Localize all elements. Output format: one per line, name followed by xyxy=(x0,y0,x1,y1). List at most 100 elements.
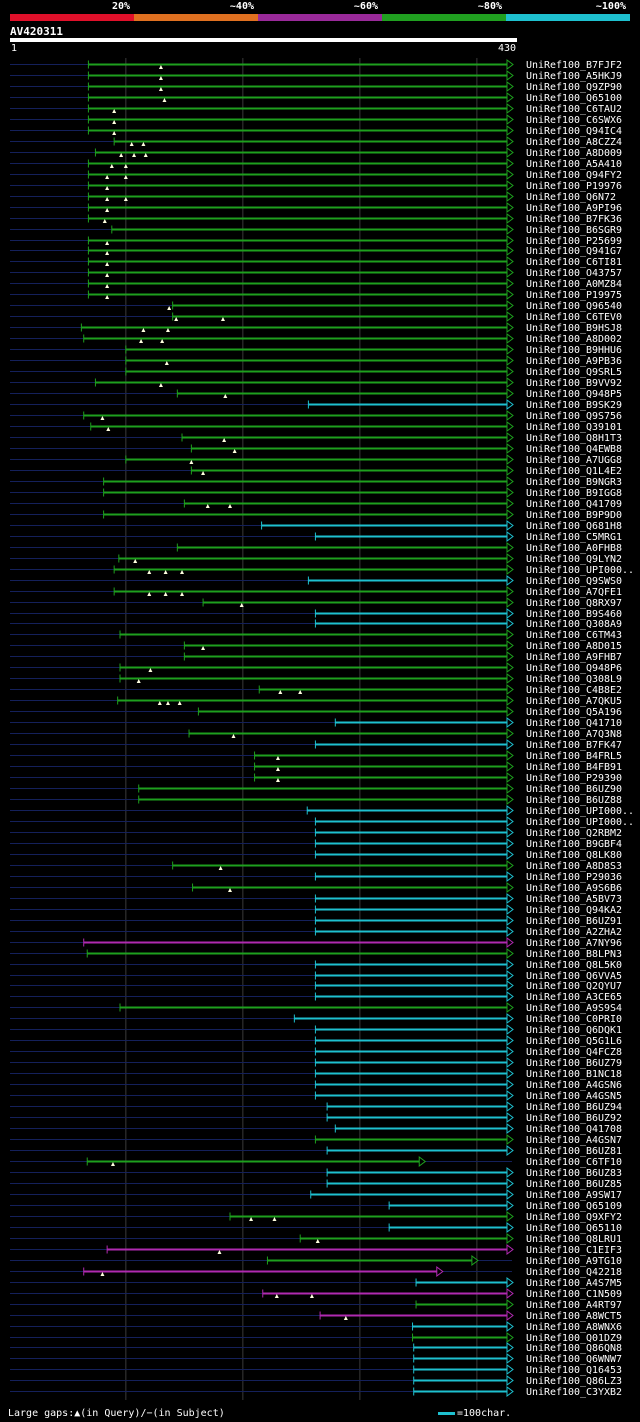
hit-label[interactable]: UniRef100_B6UZ79 xyxy=(526,1058,622,1069)
hit-row[interactable]: UniRef100_B4FRL5 xyxy=(10,750,622,762)
hit-row[interactable]: UniRef100_P19975 xyxy=(10,289,622,301)
hit-label[interactable]: UniRef100_A9SW17 xyxy=(526,1190,622,1201)
hit-label[interactable]: UniRef100_C5MRG1 xyxy=(526,532,622,543)
hit-label[interactable]: UniRef100_Q9S756 xyxy=(526,411,622,422)
hit-row[interactable]: UniRef100_Q96540 xyxy=(10,300,622,312)
hit-label[interactable]: UniRef100_Q9XFY2 xyxy=(526,1212,622,1223)
hit-label[interactable]: UniRef100_A4S7M5 xyxy=(526,1278,622,1289)
hit-label[interactable]: UniRef100_Q86LZ3 xyxy=(526,1376,622,1387)
hit-row[interactable]: UniRef100_A4RT97 xyxy=(10,1299,622,1311)
hit-row[interactable]: UniRef100_A9PI96 xyxy=(10,202,622,214)
hit-label[interactable]: UniRef100_Q86QN8 xyxy=(526,1343,622,1354)
hit-label[interactable]: UniRef100_Q41710 xyxy=(526,718,622,729)
hit-label[interactable]: UniRef100_B6SGR9 xyxy=(526,225,622,236)
hit-label[interactable]: UniRef100_C6SWX6 xyxy=(526,115,622,126)
hit-row[interactable]: UniRef100_A7NY96 xyxy=(10,937,622,949)
hit-row[interactable]: UniRef100_B4FB91 xyxy=(10,761,622,773)
hit-row[interactable]: UniRef100_UPI000.. xyxy=(10,816,634,828)
hit-row[interactable]: UniRef100_A2ZHA2 xyxy=(10,926,622,938)
hit-row[interactable]: UniRef100_Q2RBM2 xyxy=(10,827,622,839)
hit-row[interactable]: UniRef100_A7QFE1 xyxy=(10,586,622,598)
hit-label[interactable]: UniRef100_Q4FCZ8 xyxy=(526,1047,622,1058)
hit-label[interactable]: UniRef100_Q9ZP90 xyxy=(526,82,622,93)
hit-row[interactable]: UniRef100_UPI000.. xyxy=(10,564,634,576)
hit-row[interactable]: UniRef100_A0MZ84 xyxy=(10,278,622,290)
hit-row[interactable]: UniRef100_Q6VVA5 xyxy=(10,970,622,982)
hit-label[interactable]: UniRef100_Q01DZ9 xyxy=(526,1333,622,1344)
hit-label[interactable]: UniRef100_C6TM43 xyxy=(526,630,622,641)
hit-row[interactable]: UniRef100_B6UZ81 xyxy=(10,1145,622,1157)
hit-label[interactable]: UniRef100_A9S9S4 xyxy=(526,1003,622,1014)
hit-label[interactable]: UniRef100_P29390 xyxy=(526,773,622,784)
hit-row[interactable]: UniRef100_B6UZ94 xyxy=(10,1101,622,1113)
hit-row[interactable]: UniRef100_P25699 xyxy=(10,235,622,247)
hit-label[interactable]: UniRef100_P29036 xyxy=(526,872,622,883)
hit-row[interactable]: UniRef100_Q6WNW7 xyxy=(10,1353,622,1365)
hit-row[interactable]: UniRef100_B6UZ90 xyxy=(10,783,622,795)
hit-label[interactable]: UniRef100_B4FB91 xyxy=(526,762,622,773)
hit-row[interactable]: UniRef100_Q9LYN2 xyxy=(10,553,622,565)
hit-label[interactable]: UniRef100_A8WNX6 xyxy=(526,1322,622,1333)
hit-row[interactable]: UniRef100_P29036 xyxy=(10,871,622,883)
hit-row[interactable]: UniRef100_B6SGR9 xyxy=(10,224,622,236)
hit-label[interactable]: UniRef100_B4FRL5 xyxy=(526,751,622,762)
hit-row[interactable]: UniRef100_C1EIF3 xyxy=(10,1244,622,1256)
hit-label[interactable]: UniRef100_Q6N72 xyxy=(526,192,616,203)
hit-label[interactable]: UniRef100_C1EIF3 xyxy=(526,1245,622,1256)
hit-row[interactable]: UniRef100_C1N509 xyxy=(10,1288,622,1300)
hit-row[interactable]: UniRef100_A9PB36 xyxy=(10,355,622,367)
hit-row[interactable]: UniRef100_Q948P5 xyxy=(10,388,622,400)
hit-row[interactable]: UniRef100_Q01DZ9 xyxy=(10,1332,622,1344)
hit-label[interactable]: UniRef100_B9NGR3 xyxy=(526,477,622,488)
hit-label[interactable]: UniRef100_Q681H8 xyxy=(526,521,622,532)
hit-label[interactable]: UniRef100_Q94IC4 xyxy=(526,126,622,137)
hit-row[interactable]: UniRef100_Q94IC4 xyxy=(10,125,622,137)
hit-label[interactable]: UniRef100_C4B8E2 xyxy=(526,685,622,696)
hit-row[interactable]: UniRef100_A5BV73 xyxy=(10,893,622,905)
hit-label[interactable]: UniRef100_Q5A196 xyxy=(526,707,622,718)
hit-row[interactable]: UniRef100_A4GSN5 xyxy=(10,1090,622,1102)
hit-row[interactable]: UniRef100_Q65100 xyxy=(10,92,622,104)
hit-label[interactable]: UniRef100_A7NY96 xyxy=(526,938,622,949)
hit-label[interactable]: UniRef100_Q8LRU1 xyxy=(526,1234,622,1245)
hit-label[interactable]: UniRef100_B6UZ85 xyxy=(526,1179,622,1190)
hit-label[interactable]: UniRef100_Q2RBM2 xyxy=(526,828,622,839)
hit-label[interactable]: UniRef100_B7FK36 xyxy=(526,214,622,225)
hit-row[interactable]: UniRef100_Q5G1L6 xyxy=(10,1035,622,1047)
hit-row[interactable]: UniRef100_C6TF10 xyxy=(10,1156,622,1168)
hit-row[interactable]: UniRef100_Q8LRU1 xyxy=(10,1233,622,1245)
hit-row[interactable]: UniRef100_A9S9S4 xyxy=(10,1002,622,1014)
hit-row[interactable]: UniRef100_Q1L4E2 xyxy=(10,465,622,477)
hit-label[interactable]: UniRef100_P19976 xyxy=(526,181,622,192)
hit-row[interactable]: UniRef100_Q41710 xyxy=(10,717,622,729)
hit-label[interactable]: UniRef100_P19975 xyxy=(526,290,622,301)
hit-row[interactable]: UniRef100_B6UZ88 xyxy=(10,794,622,806)
hit-label[interactable]: UniRef100_Q94KA2 xyxy=(526,905,622,916)
hit-row[interactable]: UniRef100_A7Q3N8 xyxy=(10,728,622,740)
hit-label[interactable]: UniRef100_UPI000.. xyxy=(526,817,634,828)
hit-row[interactable]: UniRef100_B9NGR3 xyxy=(10,476,622,488)
hit-row[interactable]: UniRef100_Q681H8 xyxy=(10,520,622,532)
hit-label[interactable]: UniRef100_Q39101 xyxy=(526,422,622,433)
hit-label[interactable]: UniRef100_B6UZ90 xyxy=(526,784,622,795)
hit-label[interactable]: UniRef100_B6UZ92 xyxy=(526,1113,622,1124)
hit-label[interactable]: UniRef100_A2ZHA2 xyxy=(526,927,622,938)
hit-row[interactable]: UniRef100_C5MRG1 xyxy=(10,531,622,543)
hit-row[interactable]: UniRef100_A7UGG8 xyxy=(10,454,622,466)
hit-row[interactable]: UniRef100_B9HSJ8 xyxy=(10,322,622,334)
hit-label[interactable]: UniRef100_O43757 xyxy=(526,268,622,279)
hit-label[interactable]: UniRef100_Q948P6 xyxy=(526,663,622,674)
hit-row[interactable]: UniRef100_C3YXB2 xyxy=(10,1386,622,1398)
hit-label[interactable]: UniRef100_C6TI81 xyxy=(526,257,622,268)
hit-label[interactable]: UniRef100_A8CZZ4 xyxy=(526,137,622,148)
hit-label[interactable]: UniRef100_A3CE65 xyxy=(526,992,622,1003)
hit-row[interactable]: UniRef100_Q16453 xyxy=(10,1364,622,1376)
hit-row[interactable]: UniRef100_A5A410 xyxy=(10,158,622,170)
hit-row[interactable]: UniRef100_A8WCT5 xyxy=(10,1310,622,1322)
hit-label[interactable]: UniRef100_A4GSN5 xyxy=(526,1091,622,1102)
hit-label[interactable]: UniRef100_A9TG10 xyxy=(526,1256,622,1267)
hit-row[interactable]: UniRef100_A0FHB8 xyxy=(10,542,622,554)
hit-row[interactable]: UniRef100_B9HHU6 xyxy=(10,344,622,356)
hit-label[interactable]: UniRef100_C6TF10 xyxy=(526,1157,622,1168)
hit-row[interactable]: UniRef100_B9SK29 xyxy=(10,399,622,411)
